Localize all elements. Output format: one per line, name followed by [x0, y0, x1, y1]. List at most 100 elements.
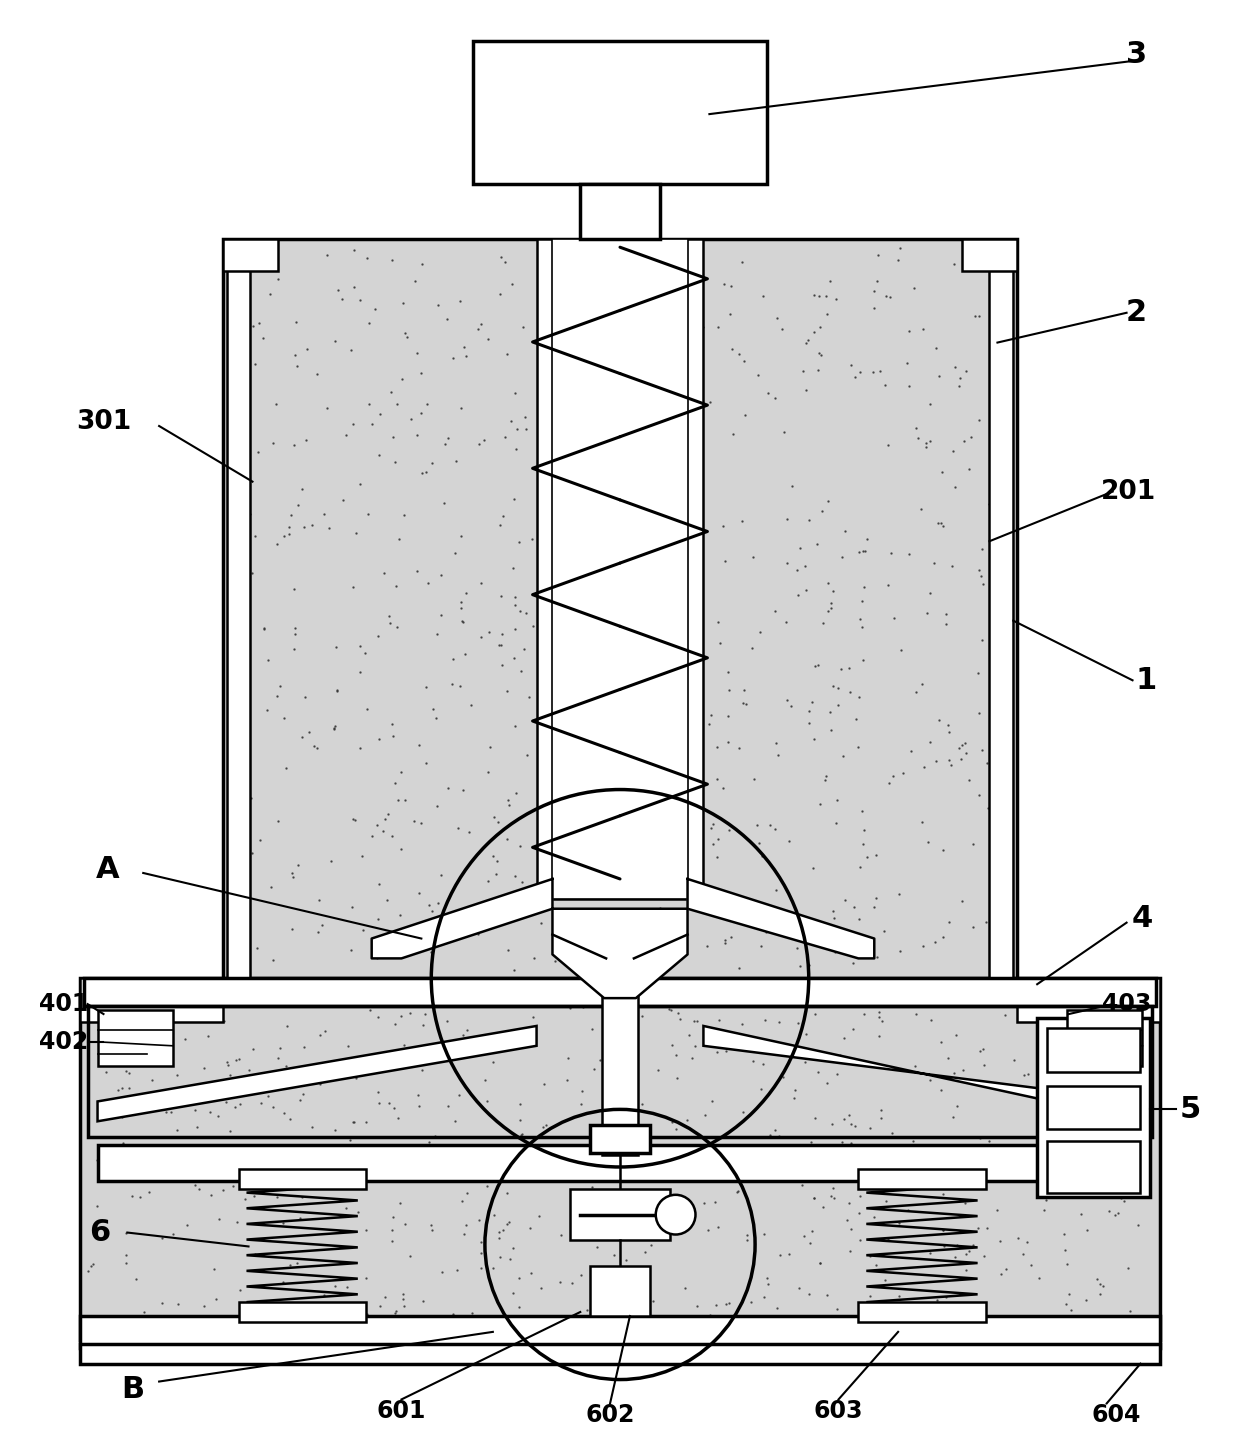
Point — [827, 788, 847, 812]
Point — [570, 404, 590, 427]
Point — [397, 325, 417, 348]
Point — [708, 611, 728, 634]
Point — [688, 469, 708, 492]
Point — [808, 342, 828, 365]
Polygon shape — [687, 879, 874, 959]
Point — [603, 1105, 622, 1128]
Point — [325, 1274, 345, 1297]
Point — [754, 1223, 774, 1246]
Point — [742, 635, 761, 658]
Point — [867, 944, 887, 967]
Point — [549, 292, 569, 315]
Point — [598, 695, 618, 718]
Point — [382, 380, 402, 403]
Point — [987, 1199, 1007, 1222]
Point — [983, 605, 1003, 628]
Point — [708, 827, 728, 851]
Point — [409, 882, 429, 905]
Point — [667, 1066, 687, 1089]
Point — [934, 514, 954, 537]
Point — [503, 1236, 523, 1259]
Point — [997, 934, 1017, 957]
Text: 602: 602 — [585, 1404, 635, 1427]
Point — [838, 657, 858, 680]
Bar — [1047, 1028, 1141, 1071]
Point — [560, 654, 580, 677]
Text: 201: 201 — [1101, 478, 1156, 504]
Point — [383, 1206, 403, 1229]
Point — [838, 1191, 858, 1214]
Point — [963, 833, 983, 856]
Point — [162, 979, 182, 1002]
Point — [568, 422, 588, 445]
Point — [972, 537, 992, 560]
Point — [605, 451, 625, 474]
Point — [260, 875, 280, 898]
Point — [222, 637, 242, 660]
Point — [677, 1109, 697, 1132]
Point — [303, 1116, 322, 1139]
Point — [319, 517, 339, 540]
Point — [988, 722, 1008, 745]
Point — [418, 570, 438, 593]
Point — [314, 503, 334, 526]
Point — [126, 1266, 146, 1289]
Bar — [1017, 978, 1161, 1022]
Point — [469, 923, 489, 946]
Point — [294, 516, 314, 539]
Point — [357, 247, 377, 270]
Point — [572, 1264, 591, 1287]
Point — [963, 915, 983, 939]
Point — [531, 911, 551, 934]
Point — [185, 1174, 205, 1197]
Point — [861, 1116, 880, 1139]
Point — [920, 430, 940, 453]
Point — [806, 1106, 826, 1129]
Point — [490, 513, 510, 536]
Point — [167, 1292, 187, 1315]
Point — [1076, 1219, 1096, 1242]
Point — [532, 442, 552, 465]
Point — [539, 1308, 559, 1331]
Point — [277, 1054, 296, 1077]
Point — [505, 959, 525, 982]
Point — [930, 709, 950, 732]
Point — [720, 1157, 740, 1180]
Point — [631, 345, 651, 368]
Point — [625, 266, 645, 289]
Point — [184, 980, 203, 1004]
Point — [401, 407, 420, 430]
Point — [682, 1047, 702, 1070]
Point — [942, 554, 962, 578]
Point — [275, 1157, 295, 1180]
Point — [749, 832, 769, 855]
Point — [868, 243, 888, 266]
Text: 6: 6 — [89, 1219, 110, 1248]
Point — [846, 708, 866, 731]
Point — [916, 432, 936, 455]
Point — [785, 1162, 805, 1186]
Point — [229, 1093, 249, 1116]
Point — [853, 648, 873, 671]
Point — [567, 504, 587, 527]
Point — [624, 439, 644, 462]
Point — [810, 1251, 830, 1274]
Point — [986, 1073, 1006, 1096]
Point — [750, 1170, 770, 1193]
Point — [915, 436, 935, 459]
Point — [861, 1284, 880, 1307]
Point — [484, 806, 503, 829]
Point — [221, 1121, 241, 1144]
Point — [649, 1181, 668, 1204]
Point — [88, 1194, 108, 1217]
Point — [285, 344, 305, 367]
Point — [388, 788, 408, 812]
Point — [502, 273, 522, 296]
Point — [498, 1212, 518, 1235]
Point — [564, 302, 584, 325]
Point — [882, 1122, 901, 1145]
Point — [438, 1009, 458, 1032]
Point — [905, 1054, 925, 1077]
Point — [781, 695, 801, 718]
Point — [821, 269, 841, 292]
